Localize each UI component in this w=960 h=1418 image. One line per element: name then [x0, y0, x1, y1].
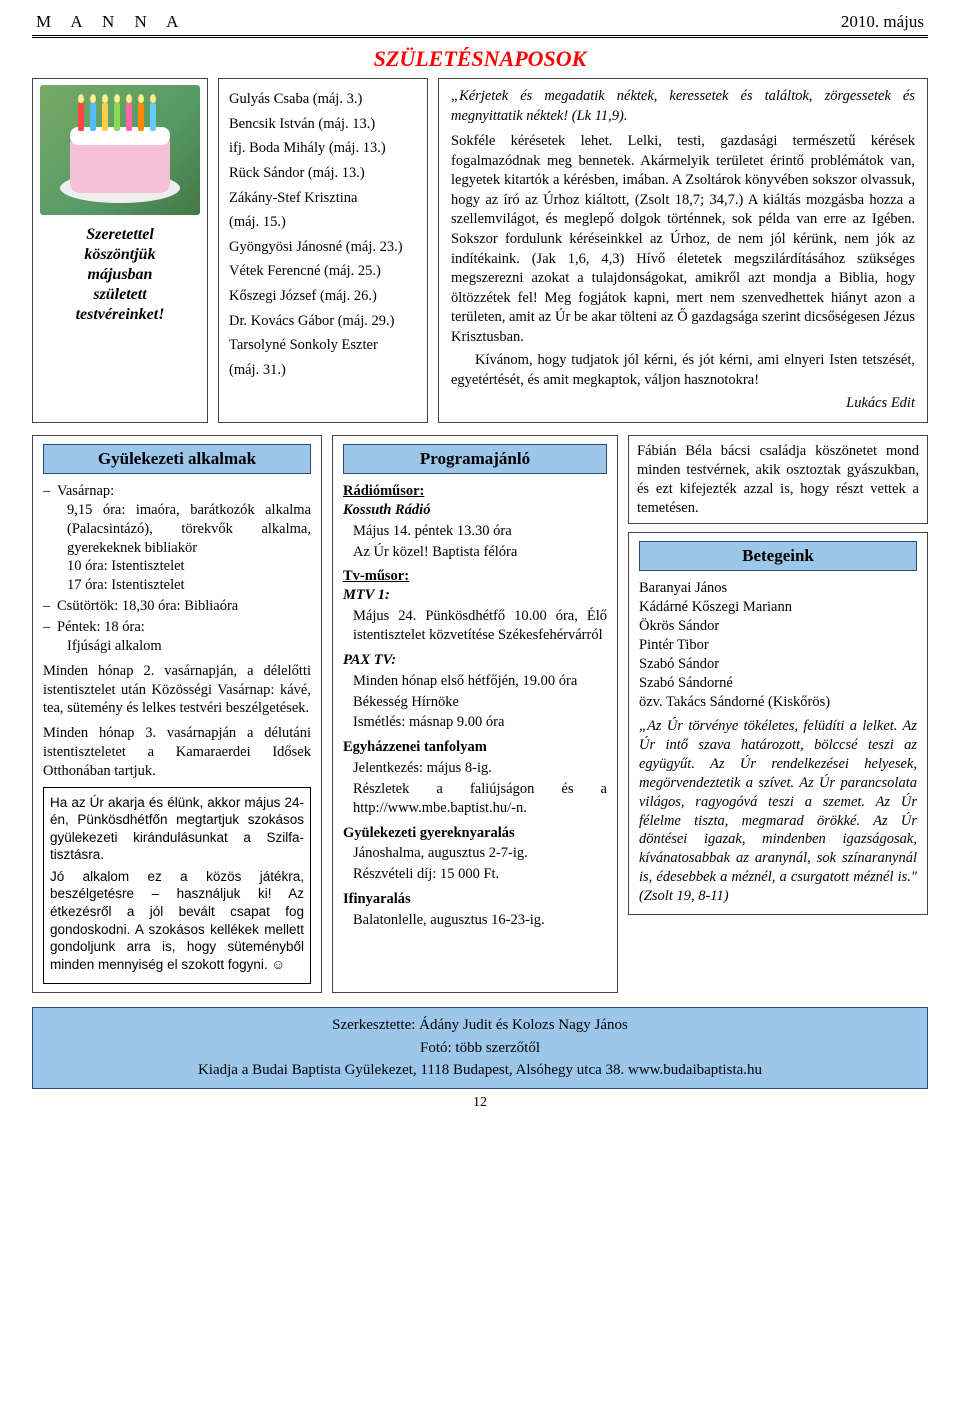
section-title-birthdays: SZÜLETÉSNAPOSOK [32, 46, 928, 72]
events-para-2: Minden hónap 3. vasárnapján a délutáni i… [43, 724, 311, 781]
birthday-name-list: Gulyás Csaba (máj. 3.)Bencsik István (má… [218, 78, 428, 423]
pax-name: PAX TV: [343, 651, 607, 670]
events-list: Vasárnap:9,15 óra: imaóra, barátkozók al… [43, 482, 311, 656]
message-signature: Lukács Edit [451, 394, 915, 414]
sick-item: Pintér Tibor [639, 636, 917, 655]
program-box: Programajánló Rádióműsor: Kossuth Rádió … [332, 435, 618, 993]
birthday-item: Vétek Ferencné (máj. 25.) [229, 259, 417, 284]
birthday-item: Tarsolyné Sonkoly Eszter [229, 333, 417, 358]
music-heading: Egyházzenei tanfolyam [343, 738, 607, 757]
kids-line-1: Jánoshalma, augusztus 2-7-ig. [353, 844, 607, 863]
message-body-2: Kívánom, hogy tudjatok jól kérni, és jót… [451, 351, 915, 390]
youth-line-1: Balatonlelle, augusztus 16-23-ig. [353, 911, 607, 930]
cake-image [40, 85, 200, 215]
sick-list: Baranyai JánosKádárné Kőszegi MariannÖkr… [639, 579, 917, 711]
events-item: Csütörtök: 18,30 óra: Bibliaóra [57, 597, 311, 616]
events-box: Gyülekezeti alkalmak Vasárnap:9,15 óra: … [32, 435, 322, 993]
footer-line-2: Fotó: több szerzőtől [33, 1037, 927, 1060]
kids-line-2: Részvételi díj: 15 000 Ft. [353, 865, 607, 884]
events-item: Vasárnap:9,15 óra: imaóra, barátkozók al… [57, 482, 311, 595]
birthday-item: ifj. Boda Mihály (máj. 13.) [229, 136, 417, 161]
tv-heading: Tv-műsor: [343, 567, 607, 586]
sick-box: Fábián Béla bácsi családja köszönetet mo… [628, 435, 928, 993]
sick-item: Baranyai János [639, 579, 917, 598]
pax-line-1: Minden hónap első hétfőjén, 19.00 óra [353, 672, 607, 691]
sick-item: Szabó Sándorné [639, 674, 917, 693]
message-body-1: Sokféle kérésetek lehet. Lelki, testi, g… [451, 132, 915, 347]
header-rule-1 [32, 35, 928, 36]
greeting-text: Szeretettelköszöntjükmájusbanszületettte… [76, 225, 165, 325]
sick-item: Ökrös Sándor [639, 617, 917, 636]
header-right: 2010. május [841, 12, 924, 32]
mtv-name: MTV 1: [343, 586, 607, 605]
birthday-item: Bencsik István (máj. 13.) [229, 112, 417, 137]
message-quote: „Kérjetek és megadatik néktek, keressete… [451, 87, 915, 126]
events-item: Péntek: 18 óra:Ifjúsági alkalom [57, 618, 311, 656]
birthday-item: Dr. Kovács Gábor (máj. 29.) [229, 309, 417, 334]
thanks-block: Fábián Béla bácsi családja köszönetet mo… [628, 435, 928, 524]
birthday-item: Rück Sándor (máj. 13.) [229, 161, 417, 186]
birthday-item: (máj. 15.) [229, 210, 417, 235]
birthday-item: Gulyás Csaba (máj. 3.) [229, 87, 417, 112]
kids-heading: Gyülekezeti gyereknyaralás [343, 824, 607, 843]
events-title: Gyülekezeti alkalmak [43, 444, 311, 474]
radio-heading: Rádióműsor: [343, 482, 607, 501]
music-line-2: Részletek a faliújságon és a http://www.… [353, 780, 607, 818]
program-title: Programajánló [343, 444, 607, 474]
footer-box: Szerkesztette: Ádány Judit és Kolozs Nag… [32, 1007, 928, 1089]
footer-line-3: Kiadja a Budai Baptista Gyülekezet, 1118… [33, 1059, 927, 1082]
birthday-item: Kőszegi József (máj. 26.) [229, 284, 417, 309]
birthday-item: Zákány-Stef Krisztina [229, 186, 417, 211]
mtv-line-1: Május 24. Pünkösdhétfő 10.00 óra, Élő is… [353, 607, 607, 645]
birthday-item: Gyöngyösi Jánosné (máj. 23.) [229, 235, 417, 260]
pax-line-3: Ismétlés: másnap 9.00 óra [353, 713, 607, 732]
sick-item: özv. Takács Sándorné (Kiskőrös) [639, 693, 917, 712]
sick-item: Szabó Sándor [639, 655, 917, 674]
sick-item: Kádárné Kőszegi Mariann [639, 598, 917, 617]
page-number: 12 [32, 1095, 928, 1111]
sick-verse: „Az Úr törvénye tökéletes, felüdíti a le… [639, 717, 917, 905]
youth-heading: Ifinyaralás [343, 890, 607, 909]
events-para-1: Minden hónap 2. vasárnapján, a délelőtti… [43, 662, 311, 719]
footer-line-1: Szerkesztette: Ádány Judit és Kolozs Nag… [33, 1014, 927, 1037]
radio-line-2: Az Úr közel! Baptista félóra [353, 543, 607, 562]
header-rule-2 [32, 37, 928, 38]
pax-line-2: Békesség Hírnöke [353, 693, 607, 712]
greeting-box: Szeretettelköszöntjükmájusbanszületettte… [32, 78, 208, 423]
radio-line-1: Május 14. péntek 13.30 óra [353, 522, 607, 541]
header-left: M A N N A [36, 12, 186, 32]
radio-name: Kossuth Rádió [343, 501, 607, 520]
sick-title: Betegeink [639, 541, 917, 571]
birthday-message: „Kérjetek és megadatik néktek, keressete… [438, 78, 928, 423]
music-line-1: Jelentkezés: május 8-ig. [353, 759, 607, 778]
events-note: Ha az Úr akarja és élünk, akkor május 24… [43, 787, 311, 984]
birthday-item: (máj. 31.) [229, 358, 417, 383]
